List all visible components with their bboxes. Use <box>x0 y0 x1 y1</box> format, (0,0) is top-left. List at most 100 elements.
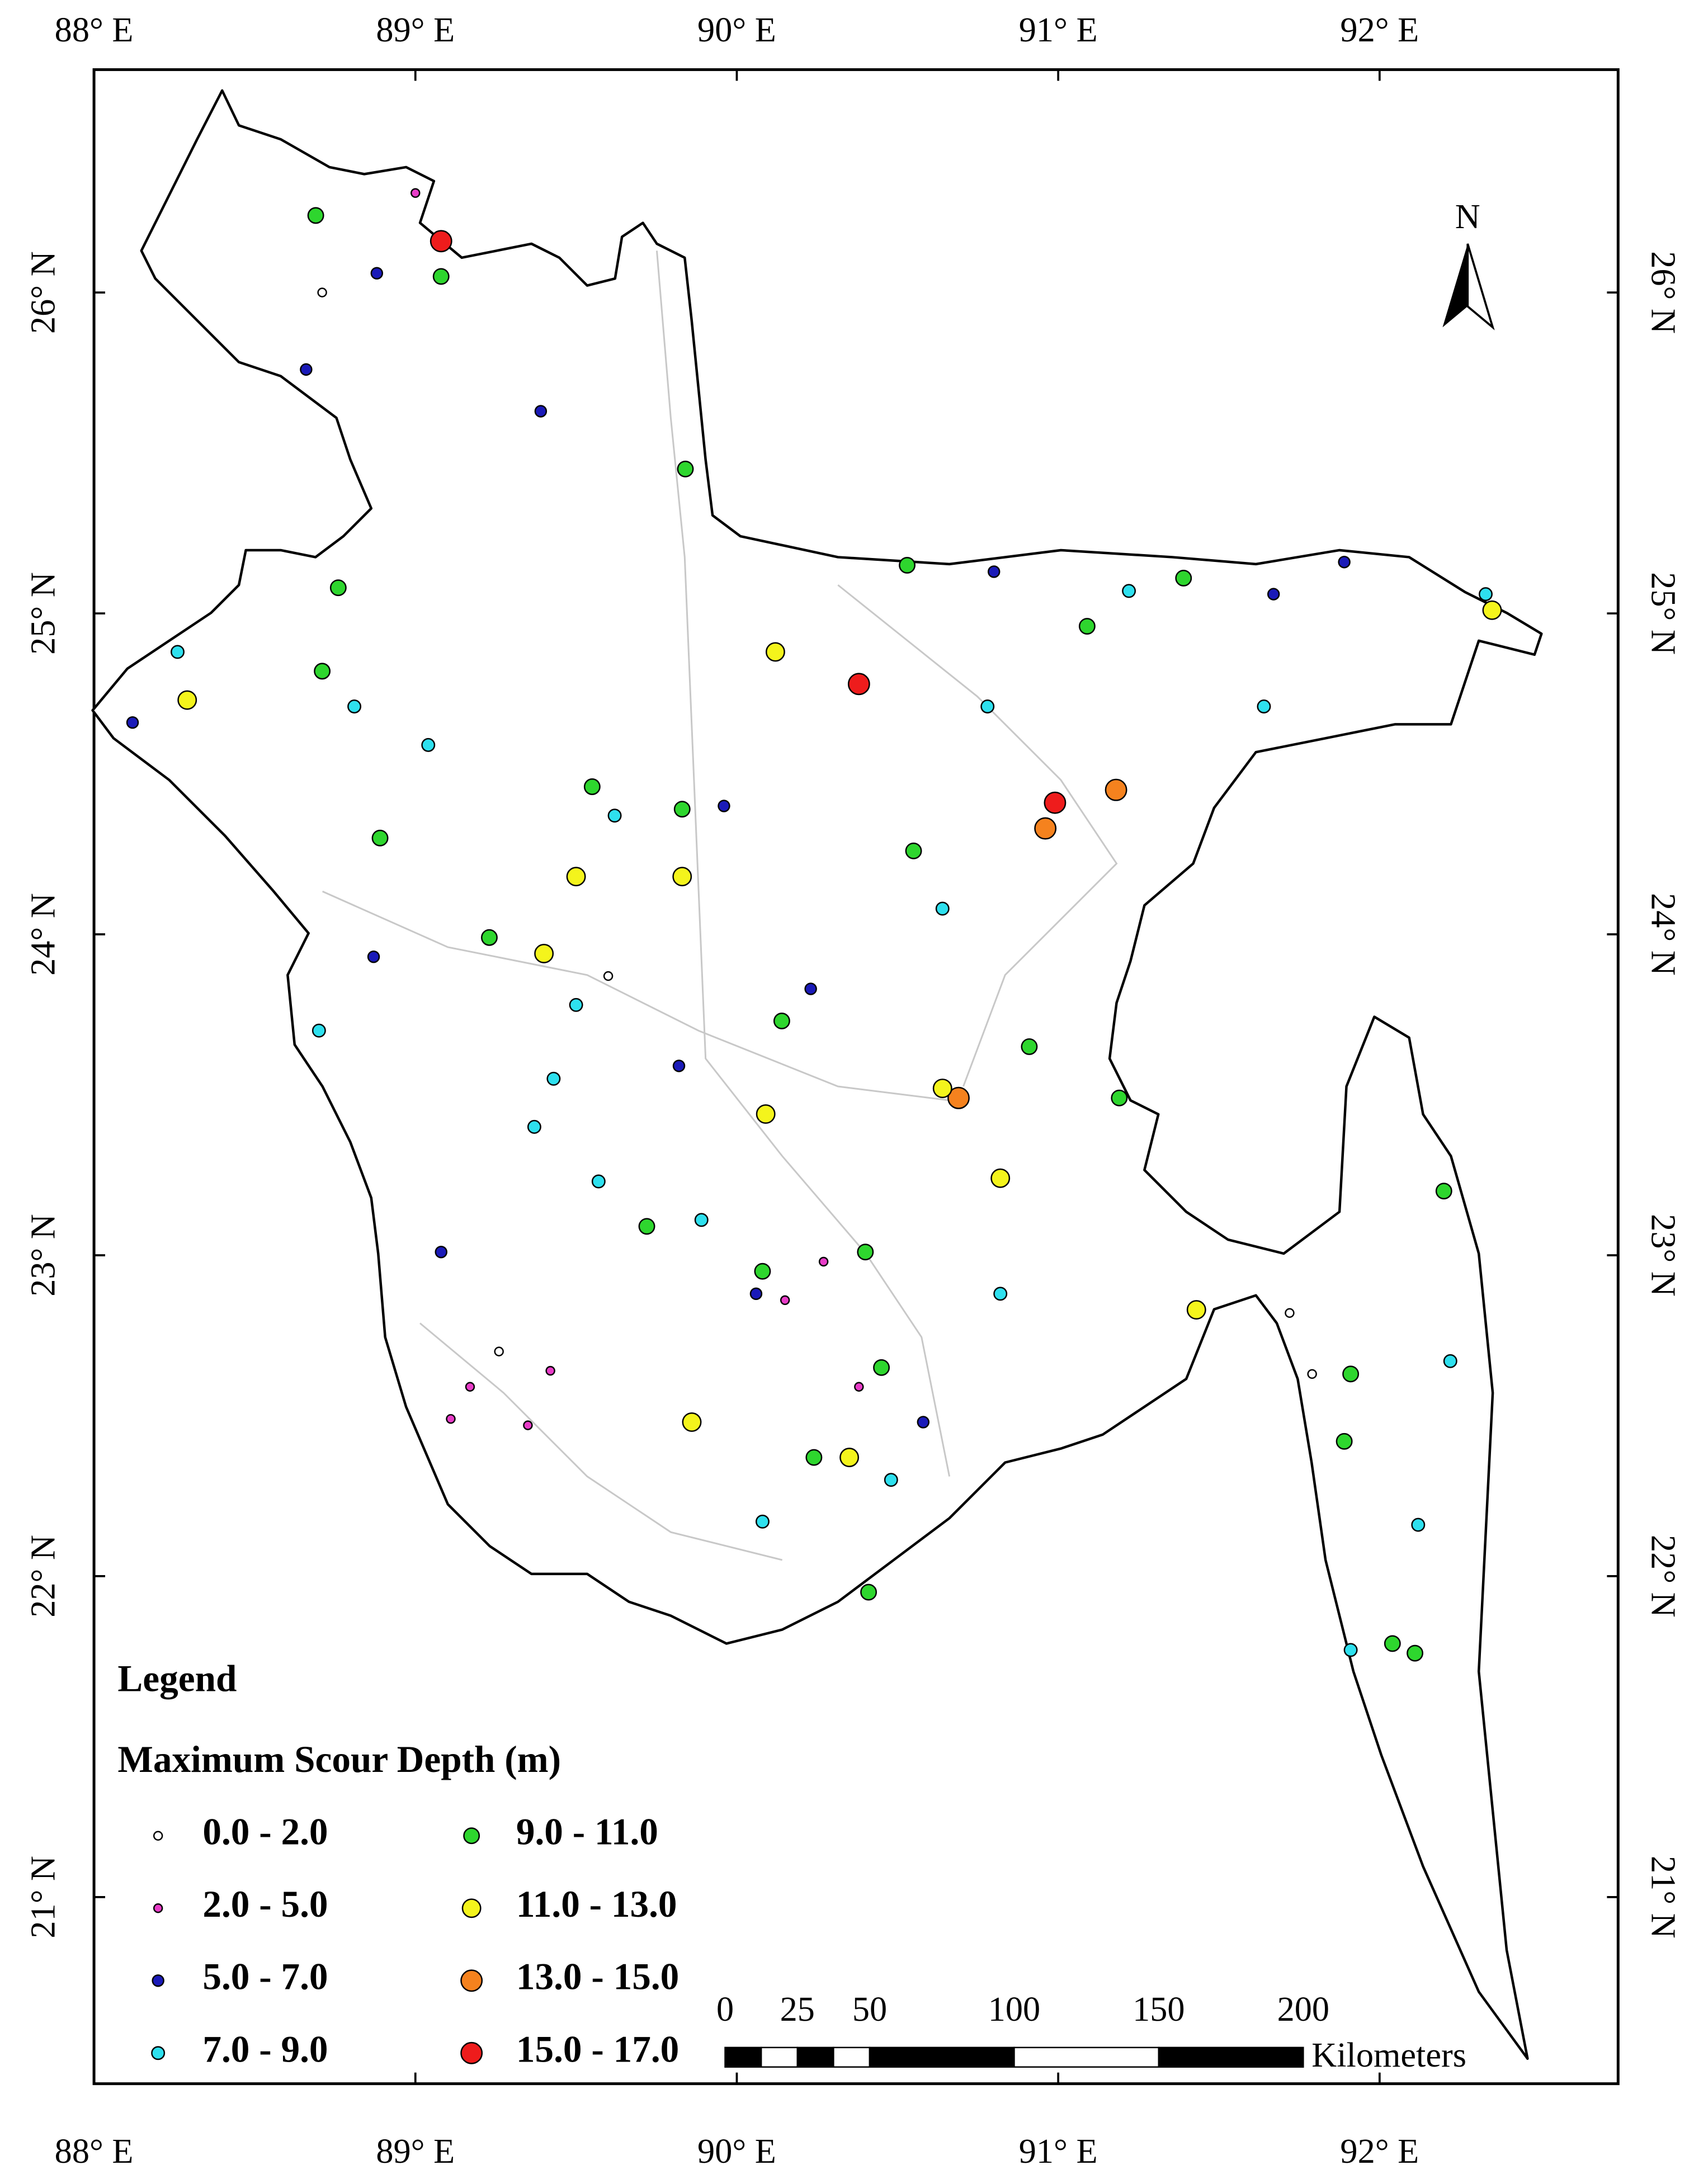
scour-point <box>857 1244 874 1261</box>
scour-point <box>694 1213 709 1227</box>
north-arrow-right <box>1466 243 1495 330</box>
scour-point <box>899 557 916 574</box>
scour-point <box>805 1449 823 1466</box>
x-tick-label: 91° E <box>1019 2133 1098 2171</box>
legend-swatch <box>151 2046 166 2060</box>
scour-point <box>672 867 692 887</box>
scour-point <box>527 1119 541 1134</box>
scour-point <box>1343 1643 1358 1657</box>
y-tick-label: 21° N <box>1644 1856 1682 1939</box>
legend-subtitle: Maximum Scour Depth (m) <box>117 1738 561 1780</box>
scour-point <box>980 699 995 713</box>
scour-point <box>446 1414 456 1424</box>
scour-point <box>987 565 1001 578</box>
scour-point <box>1384 1635 1401 1652</box>
scale-segment <box>724 2046 762 2068</box>
scale-tick-label: 200 <box>1277 1991 1329 2029</box>
scour-point <box>603 971 614 981</box>
scour-point <box>884 1473 898 1487</box>
scour-point <box>421 738 436 752</box>
legend-swatch <box>461 1898 482 1918</box>
scour-point <box>1122 584 1136 598</box>
y-tick-label: 26° N <box>1644 251 1682 334</box>
scale-tick-label: 150 <box>1133 1991 1185 2029</box>
scour-point <box>607 809 622 823</box>
scour-point <box>1105 778 1127 801</box>
scour-point <box>755 1514 770 1529</box>
scour-point <box>818 1256 829 1267</box>
legend-label: 0.0 - 2.0 <box>202 1811 328 1853</box>
scour-point <box>1411 1518 1426 1532</box>
scour-point <box>682 1412 702 1432</box>
scour-point <box>1479 587 1493 602</box>
scour-point <box>638 1218 655 1235</box>
scour-point <box>171 645 185 659</box>
x-tick-label: 92° E <box>1340 2133 1419 2171</box>
scour-point <box>1307 1369 1317 1379</box>
scour-point <box>317 287 327 297</box>
scour-point <box>932 1079 952 1098</box>
scour-point <box>765 642 785 662</box>
x-tick-label: 89° E <box>376 2133 455 2171</box>
scour-point <box>917 1416 929 1429</box>
scour-point <box>435 1246 447 1259</box>
scour-point <box>430 230 452 253</box>
scour-point <box>314 663 331 680</box>
river <box>837 584 1118 1087</box>
scale-tick-label: 100 <box>988 1991 1040 2029</box>
x-tick-label: 92° E <box>1340 11 1419 49</box>
scour-point <box>1342 1365 1360 1383</box>
scour-point <box>672 1060 686 1072</box>
scour-point <box>534 944 554 963</box>
scour-point <box>1021 1038 1038 1055</box>
legend-label: 11.0 - 13.0 <box>516 1883 677 1925</box>
scour-point <box>534 405 548 418</box>
scour-point <box>947 1086 970 1109</box>
x-tick-label: 88° E <box>55 11 134 49</box>
y-tick-label: 23° N <box>25 1214 63 1297</box>
scour-point <box>1336 1433 1353 1450</box>
scour-point <box>177 690 197 710</box>
scour-point <box>523 1420 533 1430</box>
legend-swatch <box>152 1974 164 1987</box>
scour-point <box>1078 618 1096 635</box>
x-tick-label: 88° E <box>55 2133 134 2171</box>
scour-point <box>371 829 389 847</box>
scour-point <box>312 1023 326 1038</box>
scour-point <box>546 1071 561 1086</box>
legend-label: 5.0 - 7.0 <box>202 1956 328 1998</box>
scour-point <box>1044 791 1067 814</box>
legend-swatch <box>463 1827 480 1845</box>
y-tick-label: 24° N <box>1644 893 1682 976</box>
scour-point <box>773 1013 790 1029</box>
scale-tick-label: 25 <box>780 1991 815 2029</box>
y-tick-label: 24° N <box>25 893 63 976</box>
scale-unit: Kilometers <box>1311 2036 1466 2074</box>
legend-swatch <box>460 2041 483 2064</box>
scour-point <box>839 1448 860 1467</box>
scour-point <box>367 950 380 963</box>
scour-point <box>993 1287 1008 1301</box>
scour-point <box>329 579 347 597</box>
scour-point <box>756 1104 776 1124</box>
scour-point <box>847 673 870 696</box>
scour-point <box>1175 569 1192 587</box>
scour-point <box>754 1263 771 1280</box>
scour-point <box>990 1168 1011 1188</box>
scour-point <box>494 1346 504 1356</box>
x-tick-label: 90° E <box>697 2133 776 2171</box>
scale-tick-label: 0 <box>716 1991 734 2029</box>
scour-point <box>1285 1308 1295 1318</box>
river <box>419 1322 783 1561</box>
scour-point <box>804 982 817 995</box>
scale-tick-label: 50 <box>852 1991 887 2029</box>
scour-point <box>1111 1089 1128 1107</box>
scour-point <box>347 699 362 713</box>
y-tick-label: 22° N <box>1644 1535 1682 1618</box>
scour-point <box>480 929 498 946</box>
scale-segment <box>1013 2046 1160 2068</box>
scour-point <box>1435 1183 1452 1200</box>
y-tick-label: 25° N <box>25 572 63 655</box>
y-tick-label: 25° N <box>1644 572 1682 655</box>
